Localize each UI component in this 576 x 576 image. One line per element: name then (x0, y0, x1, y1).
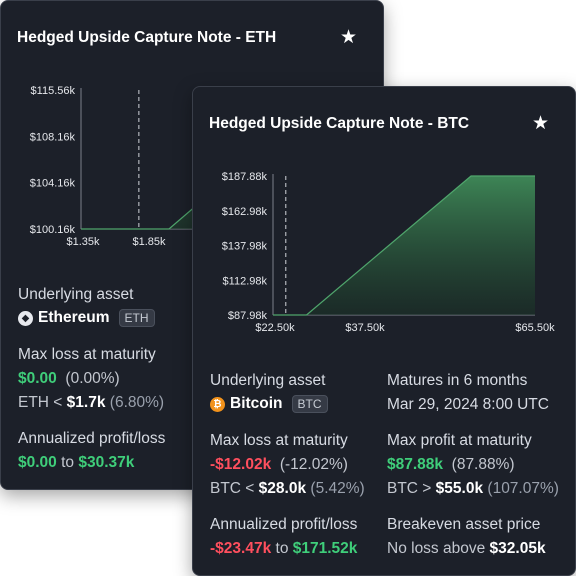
y-tick-label: $112.98k (223, 275, 268, 287)
btc-note-card[interactable]: Hedged Upside Capture Note - BTC ★ $187.… (192, 86, 576, 576)
underlying-label: Underlying asset (18, 286, 134, 303)
x-tick-label: $37.50k (345, 322, 385, 334)
y-tick-label: $187.88k (222, 171, 268, 183)
x-tick-label: $22.50k (255, 322, 295, 334)
asset-label: Ethereum (38, 309, 110, 326)
y-tick-label: $115.56k (31, 85, 76, 97)
max-loss-label: Max loss at maturity (210, 432, 348, 449)
card-title: Hedged Upside Capture Note - BTC (209, 115, 470, 132)
card-title: Hedged Upside Capture Note - ETH (17, 29, 277, 46)
profit-cond-pct: (107.07%) (487, 480, 559, 497)
max-loss-row: -$12.02k (-12.02%) (210, 456, 348, 474)
annualized-row: -$23.47k to $171.52k (210, 540, 357, 558)
profit-cond-price: $55.0k (435, 480, 484, 497)
payoff-chart: $187.88k$162.98k$137.98k$112.98k$87.98k$… (222, 171, 555, 334)
max-loss-row: $0.00 (0.00%) (18, 370, 120, 388)
y-tick-label: $162.98k (222, 206, 268, 218)
asset-label: Bitcoin (230, 395, 283, 412)
payoff-area (273, 176, 535, 315)
annual-low: -$23.47k (210, 540, 272, 557)
star-icon[interactable]: ★ (531, 113, 549, 134)
y-tick-label: $108.16k (30, 131, 76, 143)
x-tick-label: $1.85k (132, 236, 166, 248)
x-tick-label: $1.35k (66, 236, 100, 248)
star-icon[interactable]: ★ (339, 27, 357, 48)
max-profit-row: $87.88k (87.88%) (387, 456, 515, 474)
ticker-badge: ETH (118, 309, 155, 327)
x-tick-label: $65.50k (515, 322, 555, 334)
breakeven-price: $32.05k (489, 540, 546, 557)
profit-cond-prefix: BTC > (387, 480, 432, 497)
breakeven-row: No loss above $32.05k (387, 540, 546, 558)
loss-condition: ETH < $1.7k (6.80%) (18, 394, 164, 412)
max-loss-value: $0.00 (18, 370, 57, 387)
y-tick-label: $137.98k (222, 241, 268, 253)
max-loss-pct: (0.00%) (65, 370, 120, 387)
underlying-label: Underlying asset (210, 372, 326, 389)
y-tick-label: $100.16k (30, 224, 76, 236)
max-profit-label: Max profit at maturity (387, 432, 532, 449)
ethereum-icon: ◆ (18, 310, 33, 326)
max-profit-value: $87.88k (387, 456, 444, 473)
max-loss-label: Max loss at maturity (18, 346, 156, 363)
matures-date: Mar 29, 2024 8:00 UTC (387, 396, 549, 413)
loss-cond-pct: (5.42%) (310, 480, 365, 497)
annualized-label: Annualized profit/loss (210, 516, 358, 533)
loss-cond-price: $28.0k (258, 480, 307, 497)
asset-name: ₿ Bitcoin BTC (210, 395, 328, 413)
profit-condition: BTC > $55.0k (107.07%) (387, 480, 559, 498)
annual-to: to (61, 454, 75, 471)
breakeven-prefix: No loss above (387, 540, 486, 557)
max-loss-value: -$12.02k (210, 456, 272, 473)
annual-to: to (275, 540, 289, 557)
y-tick-label: $87.98k (228, 310, 268, 322)
y-tick-label: $104.16k (30, 178, 76, 190)
max-profit-pct: (87.88%) (451, 456, 515, 473)
payoff-line (273, 175, 535, 316)
loss-cond-price: $1.7k (66, 394, 106, 411)
max-loss-pct: (-12.02%) (279, 456, 348, 473)
annualized-label: Annualized profit/loss (18, 430, 166, 447)
bitcoin-icon: ₿ (210, 396, 225, 412)
annual-low: $0.00 (18, 454, 57, 471)
loss-cond-prefix: BTC < (210, 480, 255, 497)
asset-name: ◆ Ethereum ETH (18, 309, 155, 327)
matures-label: Matures in 6 months (387, 372, 528, 389)
breakeven-label: Breakeven asset price (387, 516, 541, 533)
loss-cond-prefix: ETH < (18, 394, 63, 411)
annual-high: $30.37k (78, 454, 135, 471)
loss-condition: BTC < $28.0k (5.42%) (210, 480, 365, 498)
ticker-badge: BTC (291, 395, 328, 413)
annual-high: $171.52k (292, 540, 358, 557)
loss-cond-pct: (6.80%) (109, 394, 165, 411)
annualized-row: $0.00 to $30.37k (18, 454, 134, 472)
